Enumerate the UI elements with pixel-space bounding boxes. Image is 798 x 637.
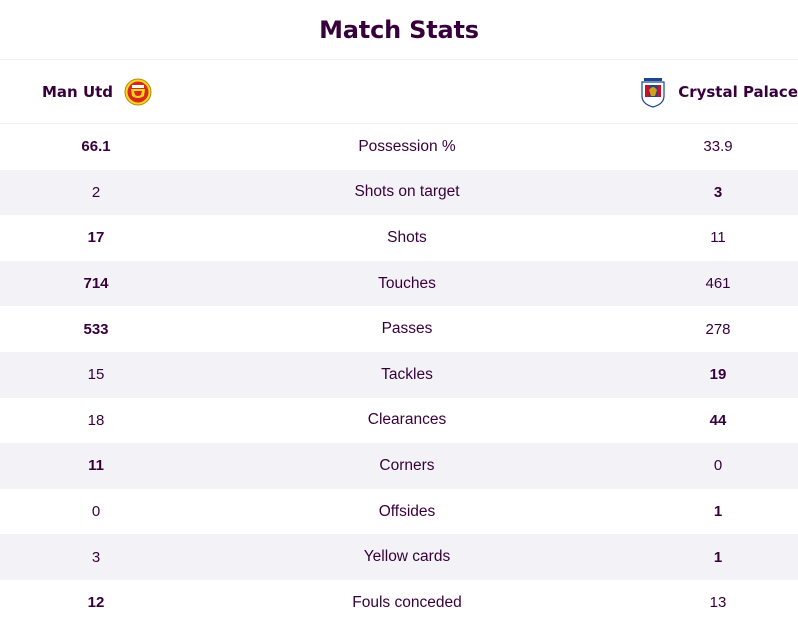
stat-row: 66.1 Possession % 33.9 [0,124,798,170]
home-stat-value: 2 [91,183,101,201]
stat-row: 12 Fouls conceded 13 [0,580,798,626]
stat-row: 11 Corners 0 [0,443,798,489]
title-bar: Match Stats [0,0,798,60]
away-stat-value: 0 [713,457,723,475]
home-stat-value: 714 [83,275,109,293]
stat-row: 533 Passes 278 [0,306,798,352]
stats-table: 66.1 Possession % 33.9 2 Shots on target 3 17 S… [0,124,798,626]
stat-label: Offsides [378,502,436,520]
stat-label: Possession % [358,137,456,155]
stat-label: Clearances [367,411,447,429]
home-stat-value: 12 [87,594,105,612]
man-utd-crest-icon [123,76,153,108]
stat-label: Corners [379,456,435,474]
home-team-name: Man Utd [42,82,114,101]
away-stat-value: 33.9 [703,138,733,156]
home-stat-value: 0 [91,503,101,521]
stat-label: Shots [387,228,427,246]
away-stat-value: 3 [713,183,723,201]
home-stat-value: 66.1 [81,138,111,156]
home-stat-value: 17 [87,229,105,247]
away-stat-value: 11 [710,229,726,247]
stat-row: 2 Shots on target 3 [0,169,798,216]
home-stat-value: 15 [87,366,105,384]
away-stat-value: 461 [705,275,731,293]
away-team[interactable]: Crystal Palace [638,76,798,108]
away-stat-value: 1 [713,503,723,521]
stat-row: 714 Touches 461 [0,260,798,307]
page-title: Match Stats [319,15,479,44]
stat-row: 18 Clearances 44 [0,398,798,444]
stat-label: Tackles [381,365,433,383]
away-stat-value: 19 [709,366,727,384]
stat-label: Shots on target [354,183,460,201]
away-team-name: Crystal Palace [678,82,798,101]
stat-row: 15 Tackles 19 [0,351,798,398]
home-stat-value: 11 [88,457,104,475]
away-stat-value: 13 [709,594,727,612]
home-team[interactable]: Man Utd [0,76,153,108]
crystal-palace-crest-icon [638,76,668,108]
away-stat-value: 1 [713,548,723,566]
stat-label: Touches [378,274,436,292]
away-stat-value: 44 [709,411,727,429]
home-stat-value: 533 [83,320,109,338]
teams-header: Man Utd [0,60,798,124]
stat-label: Fouls conceded [352,593,462,611]
home-stat-value: 18 [87,411,105,429]
stat-label: Passes [381,320,433,338]
away-stat-value: 278 [705,320,731,338]
stat-row: 17 Shots 11 [0,215,798,261]
stat-row: 3 Yellow cards 1 [0,534,798,580]
stat-row: 0 Offsides 1 [0,489,798,535]
home-stat-value: 3 [91,548,101,566]
stat-label: Yellow cards [363,548,451,566]
